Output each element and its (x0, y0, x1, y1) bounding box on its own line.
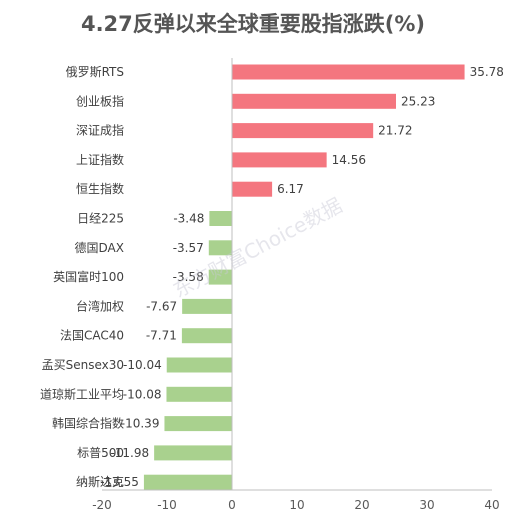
bar-8 (182, 298, 232, 314)
x-tick-label-2: 0 (228, 498, 236, 512)
value-label-11: -10.08 (123, 387, 162, 401)
bar-11 (166, 386, 232, 402)
x-tick-label-0: -20 (92, 498, 112, 512)
category-label-0: 俄罗斯RTS (66, 65, 124, 79)
category-label-14: 纳斯达克 (76, 475, 124, 489)
bar-7 (208, 269, 232, 285)
x-tick-label-4: 20 (354, 498, 369, 512)
bar-9 (181, 328, 232, 344)
category-label-9: 法国CAC40 (60, 329, 124, 343)
bar-0 (232, 64, 465, 80)
value-label-4: 6.17 (277, 182, 304, 196)
bar-3 (232, 152, 327, 168)
category-label-2: 深证成指 (76, 123, 124, 138)
category-label-7: 英国富时100 (53, 269, 124, 284)
bar-4 (232, 181, 273, 197)
category-label-8: 台湾加权 (76, 298, 124, 313)
category-label-11: 道琼斯工业平均 (40, 386, 124, 401)
category-label-13: 标普500 (77, 446, 124, 460)
category-label-10: 孟买Sensex30 (42, 358, 124, 372)
category-label-6: 德国DAX (75, 240, 124, 255)
value-label-9: -7.71 (146, 329, 177, 343)
category-label-3: 上证指数 (76, 152, 124, 167)
x-tick-label-3: 10 (289, 498, 304, 512)
value-label-12: -10.39 (121, 417, 160, 431)
bar-12 (164, 416, 232, 432)
labels-layer: 俄罗斯RTS 35.78 创业板指 25.23 深证成指 21.72 上证指数 14.56 恒生… (40, 65, 504, 489)
x-tick-label-5: 30 (419, 498, 434, 512)
x-tick-label-6: 40 (484, 498, 499, 512)
bar-6 (208, 240, 232, 256)
category-label-5: 日经225 (77, 212, 124, 226)
value-label-2: 21.72 (378, 124, 412, 138)
x-tick-label-1: -10 (157, 498, 177, 512)
bar-13 (154, 445, 232, 461)
category-label-12: 韩国综合指数 (52, 416, 124, 431)
value-label-5: -3.48 (173, 212, 204, 226)
chart-title: 4.27反弹以来全球重要股指涨跌(%) (81, 12, 425, 36)
value-label-10: -10.04 (123, 358, 162, 372)
value-label-0: 35.78 (470, 65, 504, 79)
bar-5 (209, 211, 232, 226)
category-label-4: 恒生指数 (76, 181, 124, 196)
value-label-6: -3.57 (173, 241, 204, 255)
value-label-7: -3.58 (173, 270, 204, 284)
value-label-1: 25.23 (401, 94, 435, 108)
bar-1 (232, 93, 396, 109)
value-label-3: 14.56 (332, 153, 366, 167)
value-label-14: -13.55 (100, 475, 139, 489)
bars-layer (143, 64, 465, 490)
axis-layer: -20 -10 0 10 20 30 40 (92, 58, 500, 512)
value-label-8: -7.67 (146, 299, 177, 313)
bar-2 (232, 123, 374, 139)
bar-10 (166, 357, 232, 373)
category-label-1: 创业板指 (76, 93, 124, 108)
bar-14 (143, 474, 232, 490)
value-label-13: -11.98 (110, 446, 149, 460)
